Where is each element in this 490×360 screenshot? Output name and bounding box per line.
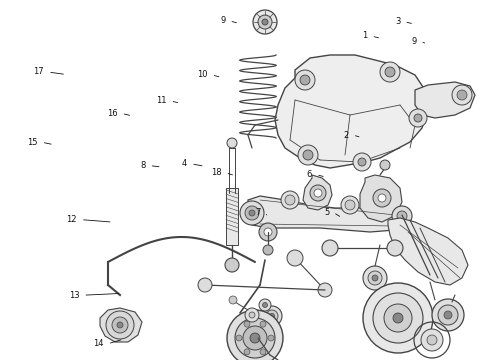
Circle shape: [385, 67, 395, 77]
Circle shape: [372, 275, 378, 281]
Polygon shape: [360, 175, 402, 222]
Text: 4: 4: [182, 159, 187, 168]
Circle shape: [310, 185, 326, 201]
Text: 3: 3: [395, 17, 400, 26]
Circle shape: [285, 195, 295, 205]
Circle shape: [300, 75, 310, 85]
Circle shape: [245, 308, 259, 322]
Circle shape: [421, 329, 443, 351]
Polygon shape: [388, 218, 468, 285]
Circle shape: [262, 306, 282, 326]
Circle shape: [270, 314, 274, 319]
Polygon shape: [100, 308, 142, 342]
Circle shape: [263, 302, 268, 307]
Circle shape: [363, 266, 387, 290]
Circle shape: [363, 283, 433, 353]
Text: 7: 7: [255, 208, 261, 217]
Circle shape: [236, 335, 242, 341]
Circle shape: [260, 349, 266, 355]
Text: 2: 2: [343, 130, 349, 139]
Circle shape: [298, 145, 318, 165]
Circle shape: [380, 160, 390, 170]
Circle shape: [318, 283, 332, 297]
Circle shape: [268, 335, 274, 341]
Circle shape: [380, 62, 400, 82]
Text: 16: 16: [107, 109, 118, 118]
Circle shape: [392, 206, 412, 226]
Circle shape: [444, 311, 452, 319]
Circle shape: [263, 245, 273, 255]
Circle shape: [266, 310, 278, 322]
Circle shape: [249, 312, 255, 318]
Circle shape: [227, 138, 237, 148]
Circle shape: [245, 206, 259, 220]
Circle shape: [358, 158, 366, 166]
Circle shape: [117, 322, 123, 328]
Circle shape: [260, 321, 266, 327]
Circle shape: [427, 335, 437, 345]
Polygon shape: [244, 196, 405, 232]
Circle shape: [341, 196, 359, 214]
Text: 10: 10: [197, 71, 208, 79]
Circle shape: [409, 109, 427, 127]
Circle shape: [432, 299, 464, 331]
Circle shape: [259, 223, 277, 241]
Text: 8: 8: [140, 161, 146, 170]
Circle shape: [397, 211, 407, 221]
Circle shape: [303, 150, 313, 160]
Text: 11: 11: [156, 96, 167, 105]
Circle shape: [287, 250, 303, 266]
Circle shape: [393, 313, 403, 323]
Circle shape: [387, 240, 403, 256]
Text: 12: 12: [66, 215, 77, 224]
Circle shape: [384, 304, 412, 332]
Circle shape: [244, 349, 250, 355]
Circle shape: [414, 114, 422, 122]
Circle shape: [112, 317, 128, 333]
Circle shape: [322, 240, 338, 256]
Circle shape: [106, 311, 134, 339]
Polygon shape: [415, 82, 475, 118]
Text: 17: 17: [33, 68, 44, 77]
Circle shape: [438, 305, 458, 325]
Text: 13: 13: [69, 291, 79, 300]
Circle shape: [227, 310, 283, 360]
Circle shape: [249, 210, 255, 216]
Circle shape: [259, 299, 271, 311]
Circle shape: [314, 189, 322, 197]
Circle shape: [258, 15, 272, 29]
Circle shape: [368, 271, 382, 285]
Circle shape: [229, 296, 237, 304]
Text: 15: 15: [27, 138, 38, 147]
Text: 6: 6: [307, 170, 312, 179]
Circle shape: [264, 228, 272, 236]
Circle shape: [240, 201, 264, 225]
Circle shape: [250, 333, 260, 343]
Text: 9: 9: [411, 37, 416, 46]
Polygon shape: [303, 175, 332, 210]
Circle shape: [295, 70, 315, 90]
Circle shape: [243, 326, 267, 350]
Circle shape: [253, 10, 277, 34]
Text: 9: 9: [220, 16, 225, 25]
Circle shape: [345, 200, 355, 210]
Circle shape: [378, 194, 386, 202]
Circle shape: [373, 189, 391, 207]
Circle shape: [225, 258, 239, 272]
Circle shape: [353, 153, 371, 171]
Polygon shape: [275, 55, 428, 168]
Circle shape: [457, 90, 467, 100]
Text: 14: 14: [93, 339, 104, 348]
Circle shape: [262, 19, 268, 25]
Circle shape: [373, 293, 423, 343]
Text: 18: 18: [211, 168, 221, 177]
Circle shape: [235, 318, 275, 358]
Text: 1: 1: [362, 31, 368, 40]
Text: 5: 5: [324, 208, 329, 217]
Circle shape: [198, 278, 212, 292]
Circle shape: [452, 85, 472, 105]
Circle shape: [281, 191, 299, 209]
Polygon shape: [226, 188, 238, 245]
Circle shape: [244, 321, 250, 327]
